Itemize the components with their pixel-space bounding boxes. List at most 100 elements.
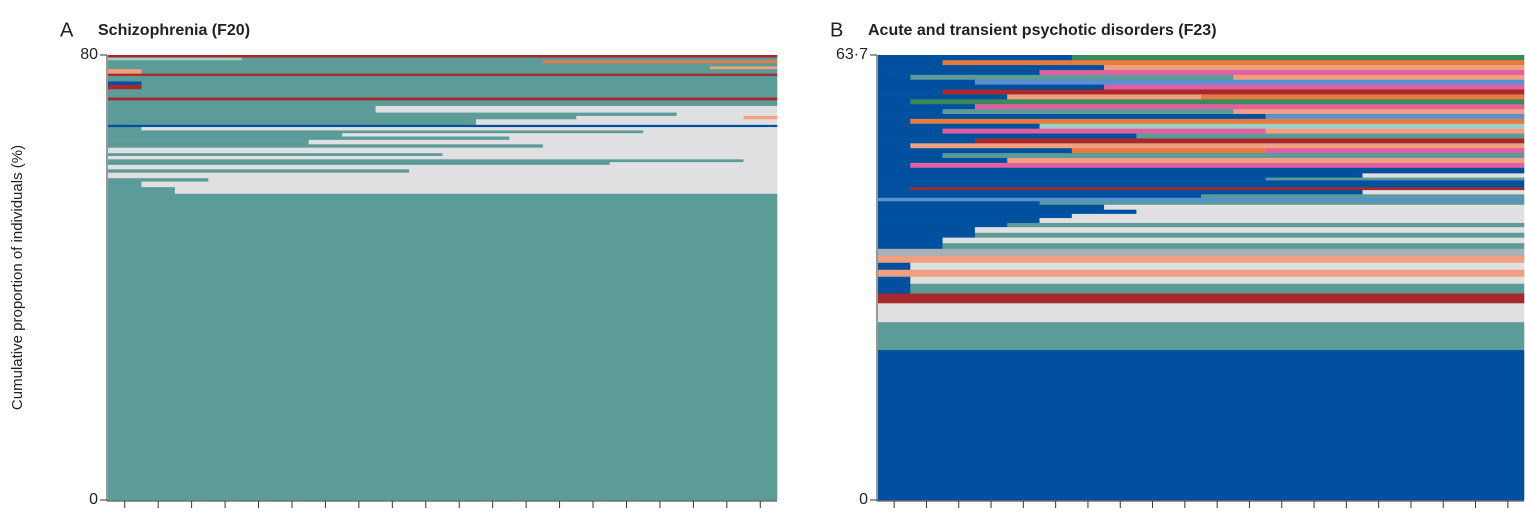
sequence-segment xyxy=(710,66,778,70)
sequence-segment xyxy=(878,226,976,233)
sequence-segment xyxy=(878,321,1525,351)
sequence-segment xyxy=(878,59,943,66)
sequence-segment xyxy=(375,105,778,113)
sequence-segment xyxy=(878,173,1363,178)
sequence-segment xyxy=(942,152,1525,158)
sequence-segment xyxy=(108,132,343,137)
sequence-segment xyxy=(141,84,778,90)
sequence-segment xyxy=(878,123,1040,129)
sequence-segment xyxy=(108,62,778,67)
sequence-segment xyxy=(942,89,1525,95)
panel-title: Acute and transient psychotic disorders … xyxy=(868,22,1217,39)
sequence-segment xyxy=(1007,157,1525,163)
sequence-segment xyxy=(878,213,1073,219)
sequence-segment xyxy=(141,81,778,85)
sequence-segment xyxy=(108,84,142,90)
y-tick-label: 63·7 xyxy=(836,46,868,63)
sequence-segment xyxy=(878,147,1073,154)
sequence-segment xyxy=(141,126,778,131)
sequence-segment xyxy=(1007,222,1525,228)
sequence-segment xyxy=(108,159,744,163)
sequence-segment xyxy=(108,130,644,134)
sequence-segment xyxy=(643,130,778,134)
sequence-segment xyxy=(576,115,744,120)
sequence-segment xyxy=(108,126,142,131)
sequence-segment xyxy=(910,276,1525,284)
sequence-segment xyxy=(878,262,911,270)
sequence-segment xyxy=(1362,173,1525,178)
sequence-segment xyxy=(878,113,1266,119)
sequence-segment xyxy=(942,237,1525,244)
panel-title: Schizophrenia (F20) xyxy=(98,22,250,39)
sequence-segment xyxy=(942,59,1525,66)
sequence-segment xyxy=(878,167,1525,174)
sequence-segment xyxy=(542,144,778,148)
sequence-segment xyxy=(1039,201,1525,205)
sequence-segment xyxy=(878,177,1266,181)
sequence-segment xyxy=(878,89,943,95)
sequence-segment xyxy=(108,55,778,58)
sequence-segment xyxy=(1007,94,1202,100)
sequence-segment xyxy=(878,276,911,284)
sequence-segment xyxy=(878,232,976,238)
sequence-segment xyxy=(878,237,943,244)
sequence-segment xyxy=(108,136,510,140)
sequence-segment xyxy=(676,112,778,116)
sequence-segment xyxy=(1071,213,1525,219)
sequence-segment xyxy=(108,75,778,82)
sequence-segment xyxy=(878,157,1008,163)
sequence-segment xyxy=(942,108,1234,114)
sequence-segment xyxy=(974,103,1525,110)
sequence-segment xyxy=(878,248,1525,256)
sequence-segment xyxy=(442,152,778,156)
sequence-segment xyxy=(108,161,611,165)
sequence-segment xyxy=(174,186,778,194)
sequence-segment xyxy=(942,128,1266,134)
sequence-segment xyxy=(878,69,1040,75)
sequence-segment xyxy=(475,118,778,125)
sequence-segment xyxy=(1233,108,1525,114)
sequence-segment xyxy=(1201,194,1525,198)
sequence-segment xyxy=(878,99,911,105)
sequence-segment xyxy=(108,66,711,70)
sequence-segment xyxy=(108,152,443,156)
sequence-segment xyxy=(878,204,1105,210)
sequence-segment xyxy=(1039,69,1525,75)
sequence-segment xyxy=(910,143,1525,149)
panel-letter: A xyxy=(60,19,74,41)
sequence-segment xyxy=(1265,177,1525,181)
sequence-segment xyxy=(108,81,142,85)
sequence-segment xyxy=(878,293,1525,304)
sequence-segment xyxy=(878,64,1105,70)
sequence-segment xyxy=(1104,64,1525,70)
sequence-segment xyxy=(108,164,778,170)
sequence-segment xyxy=(1233,74,1525,80)
sequence-segment xyxy=(878,255,1525,263)
sequence-segment xyxy=(342,132,778,137)
sequence-segment xyxy=(1265,128,1525,134)
sequence-segment xyxy=(974,79,1525,85)
sequence-segment xyxy=(878,74,911,80)
sequence-segment xyxy=(878,118,911,124)
sequence-segment xyxy=(910,187,1525,191)
sequence-segment xyxy=(878,108,943,114)
sequence-segment xyxy=(108,144,544,148)
sequence-segment xyxy=(108,100,778,106)
sequence-segment xyxy=(1039,123,1525,129)
sequence-segment xyxy=(878,222,1008,228)
sequence-segment xyxy=(878,283,911,294)
sequence-segment xyxy=(878,242,943,249)
sequence-segment xyxy=(208,177,778,182)
y-tick-label: 0 xyxy=(89,491,98,508)
sequence-segment xyxy=(878,128,943,134)
sequence-segment xyxy=(108,73,778,76)
sequence-segment xyxy=(108,57,243,61)
sequence-segment xyxy=(910,262,1525,270)
sequence-segment xyxy=(108,169,410,173)
sequence-segment xyxy=(509,136,778,140)
sequence-segment xyxy=(910,118,1525,124)
sequence-segment xyxy=(878,189,1363,195)
sequence-segment xyxy=(910,99,1525,105)
sequence-segment xyxy=(108,68,142,74)
sequence-segment xyxy=(1039,217,1525,223)
